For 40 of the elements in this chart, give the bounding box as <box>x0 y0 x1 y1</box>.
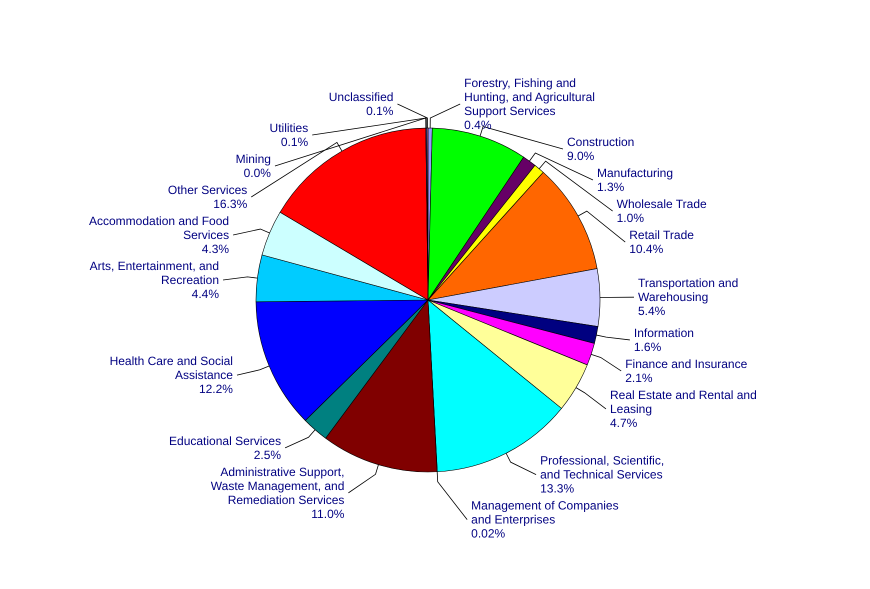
slice-label: Transportation and Warehousing <box>638 276 738 304</box>
slice-label: Management of Companies and Enterprises <box>471 498 619 527</box>
slice-label: Finance and Insurance <box>625 356 748 371</box>
category-label: Mining <box>236 152 271 166</box>
slice-label: Utilities <box>270 121 308 135</box>
slice-label: Educational Services <box>169 434 282 448</box>
data-label: 10.4% <box>629 242 664 256</box>
data-label: 0.1% <box>366 104 394 118</box>
slice-label: Real Estate and Rental and Leasing <box>610 388 757 416</box>
slice-label: Retail Trade <box>629 228 694 242</box>
data-label: 0.1% <box>280 135 309 149</box>
data-label: 13.3% <box>540 482 574 496</box>
slice-label: Unclassified <box>328 90 394 104</box>
data-label: 1.6% <box>634 340 662 354</box>
data-label: 5.4% <box>638 304 666 318</box>
slice-label: Manufacturing <box>596 166 674 180</box>
data-label: 2.1% <box>625 370 653 385</box>
slice-label: Health Care and Social Assistance <box>110 354 234 382</box>
data-label: 4.3% <box>202 242 230 256</box>
data-label: 1.3% <box>596 180 625 194</box>
slice-label: Information <box>634 326 694 340</box>
data-label: 11.0% <box>311 506 345 521</box>
data-label: 4.4% <box>192 287 220 301</box>
slice-label: Wholesale Trade <box>616 197 708 212</box>
data-label: 9.0% <box>566 149 595 164</box>
text: 0.0% <box>244 166 271 180</box>
data-label: 12.2% <box>198 382 234 396</box>
slice-label: Professional, Scientific, and Technical Services <box>540 454 664 482</box>
slice-label: Other Services <box>168 183 248 197</box>
slice-label: Construction <box>566 135 634 150</box>
slice-label: Accommodation and Food Services <box>89 214 230 242</box>
slice-label: Forestry, Fishing and Hunting, and Agricultural Support Services <box>464 76 595 118</box>
data-label: 16.3% <box>213 197 248 211</box>
data-label: 0.4% <box>464 118 492 132</box>
data-label: 2.5% <box>254 448 282 462</box>
data-label: 0.02% <box>471 526 506 541</box>
slice-label: Administrative Support, Waste Management, and Remediation Services <box>210 464 344 507</box>
slice-label: Arts, Entertainment, and Recreation <box>90 259 220 287</box>
data-label: 1.0% <box>616 211 644 226</box>
data-label: 4.7% <box>610 416 638 430</box>
